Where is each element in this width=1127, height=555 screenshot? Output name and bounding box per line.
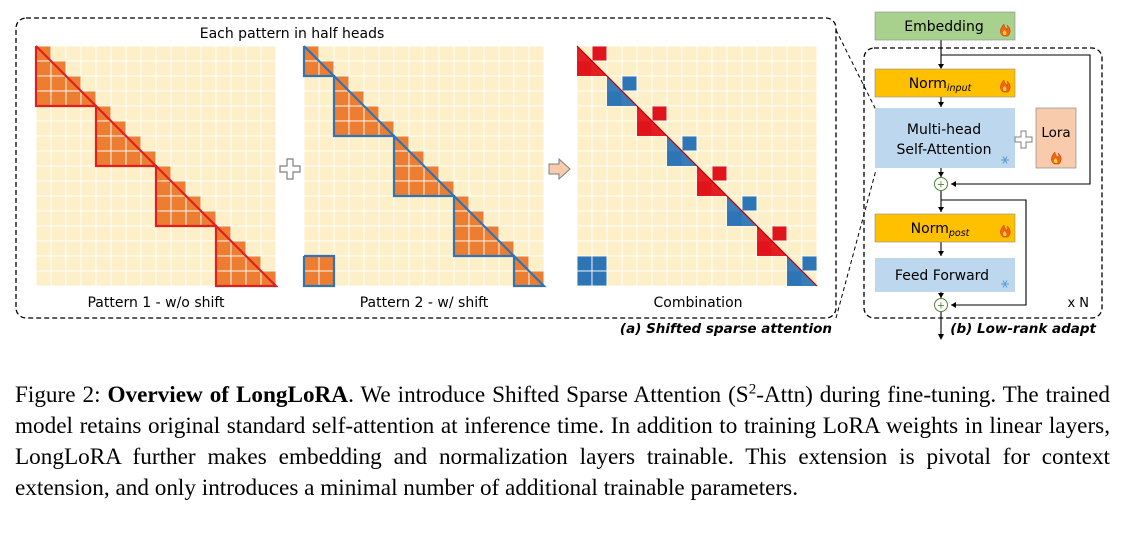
residual-add-icon-2 [934, 298, 948, 312]
caption-text-1: . We introduce Shifted Sparse Attention … [348, 382, 749, 408]
norm-input-label: Norminput [909, 76, 973, 94]
embedding-block [874, 11, 1016, 41]
residual-add-icon-1 [934, 177, 948, 191]
caption-prefix: Figure 2: [15, 382, 108, 408]
norm-post-label: Normpost [911, 221, 971, 239]
residual-add-symbol-1: + [937, 180, 945, 191]
caption-superscript: 2 [748, 381, 757, 398]
flow-arrowheads [938, 64, 956, 340]
pattern2-label: Pattern 2 - w/ shift [360, 295, 489, 311]
caption-text-2: -Attn) during fine-tuning. The trained m… [15, 382, 1111, 501]
pattern2-grid [302, 45, 547, 288]
fire-icon [1000, 23, 1011, 37]
lora-label: Lora [1041, 125, 1070, 141]
pattern1-grid [34, 45, 279, 288]
snowflake-icon [1001, 280, 1009, 288]
attention-label-line2: Self-Attention [897, 142, 992, 158]
arrow-right-icon [548, 157, 571, 181]
residual-add-symbol-2: + [937, 301, 945, 312]
fire-icon [1000, 224, 1011, 238]
zoom-connector-top [835, 29, 877, 111]
lora-plus-icon [1014, 130, 1033, 149]
panel-b-caption: (b) Low-rank adapt [950, 321, 1096, 337]
pattern1-label: Pattern 1 - w/o shift [87, 295, 225, 311]
panel-a-frame [15, 17, 837, 319]
combination-grid [576, 45, 818, 287]
attention-label-line1: Multi-head [907, 122, 981, 138]
embedding-label: Embedding [904, 19, 983, 35]
fire-icon [1051, 151, 1062, 165]
zoom-connector-bottom [835, 169, 877, 319]
plus-icon [279, 158, 301, 180]
attention-block [875, 108, 1015, 168]
feed-forward-block [875, 258, 1015, 292]
norm-post-block [874, 213, 1016, 243]
snowflake-icon [1001, 156, 1009, 164]
panel-b-frame [863, 47, 1103, 319]
caption-title: Overview of LongLoRA [107, 382, 349, 408]
combination-label: Combination [653, 295, 742, 311]
feed-forward-label: Feed Forward [895, 268, 989, 284]
panel-a-caption: (a) Shifted sparse attention [620, 321, 832, 337]
repeat-label: x N [1067, 296, 1089, 311]
figure-caption: Figure 2: Overview of LongLoRA. We intro… [15, 380, 1110, 504]
norm-input-block [874, 68, 1016, 98]
panel-a-top-label: Each pattern in half heads [200, 26, 385, 42]
fire-icon [1000, 79, 1011, 93]
